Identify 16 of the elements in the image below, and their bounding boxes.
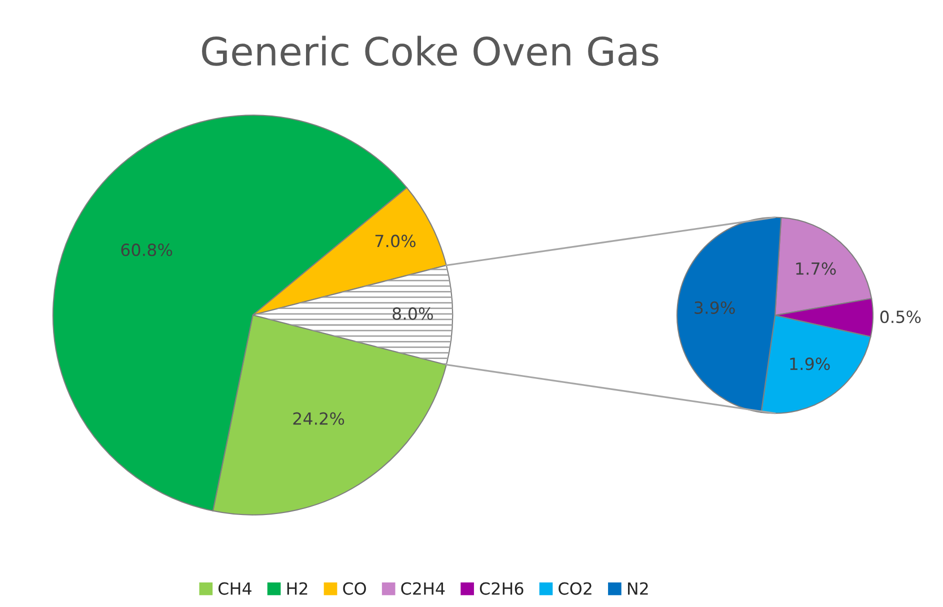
data-label: 0.5% [880,310,921,324]
legend-label: N2 [628,582,648,595]
legend-label: H2 [287,582,308,595]
legend-label: CH4 [218,582,252,595]
legend-label: C2H4 [401,582,445,595]
legend-label: C2H6 [480,582,524,595]
legend-label: CO2 [558,582,592,595]
data-label: 60.8% [121,244,172,256]
data-label: 24.2% [293,412,344,425]
chart-title: Generic Coke Oven Gas [202,36,658,66]
data-label: 8.0% [392,307,433,320]
data-label: 7.0% [375,234,416,248]
data-label: 1.9% [790,358,830,370]
data-label: 1.7% [796,262,836,275]
data-label: 3.9% [694,301,735,314]
legend-label: CO [343,582,366,595]
